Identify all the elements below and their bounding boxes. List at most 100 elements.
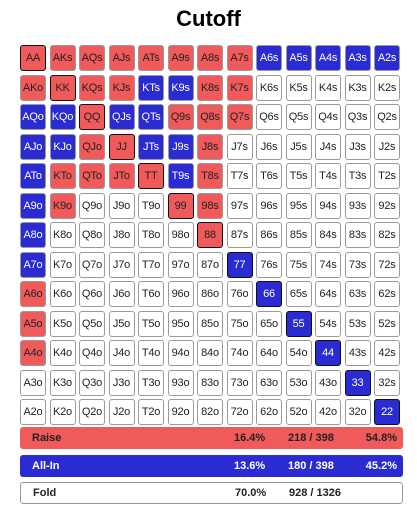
- hand-cell[interactable]: 65s: [285, 281, 312, 307]
- hand-cell[interactable]: 92s: [374, 192, 400, 219]
- hand-cell[interactable]: 96o: [167, 281, 194, 307]
- hand-cell[interactable]: A9s: [167, 45, 194, 71]
- hand-cell[interactable]: A5s: [285, 45, 312, 71]
- hand-cell[interactable]: A3s: [344, 45, 371, 71]
- hand-cell[interactable]: 73s: [344, 251, 371, 278]
- hand-cell[interactable]: J5s: [285, 133, 312, 160]
- hand-cell[interactable]: J6o: [108, 281, 135, 307]
- hand-cell[interactable]: T3s: [344, 163, 371, 189]
- hand-cell[interactable]: KTo: [49, 163, 76, 189]
- hand-cell[interactable]: T4o: [138, 340, 164, 366]
- hand-cell[interactable]: A9o: [20, 192, 46, 219]
- hand-cell[interactable]: 33: [344, 369, 371, 396]
- hand-cell[interactable]: 85s: [285, 222, 312, 248]
- hand-cell[interactable]: J7s: [226, 133, 253, 160]
- hand-cell[interactable]: 52o: [285, 399, 312, 425]
- hand-cell[interactable]: K4s: [315, 74, 341, 101]
- hand-cell[interactable]: 66: [256, 281, 282, 307]
- hand-cell[interactable]: AJs: [108, 45, 135, 71]
- hand-cell[interactable]: A8o: [20, 222, 46, 248]
- hand-cell[interactable]: AJo: [20, 133, 46, 160]
- hand-cell[interactable]: JJ: [108, 133, 135, 160]
- hand-cell[interactable]: K8s: [197, 74, 223, 101]
- hand-cell[interactable]: Q9o: [79, 192, 105, 219]
- hand-cell[interactable]: ATs: [138, 45, 164, 71]
- hand-cell[interactable]: K2o: [49, 399, 76, 425]
- hand-cell[interactable]: K6o: [49, 281, 76, 307]
- hand-cell[interactable]: TT: [138, 163, 164, 189]
- hand-cell[interactable]: T2o: [138, 399, 164, 425]
- hand-cell[interactable]: A6s: [256, 45, 282, 71]
- hand-cell[interactable]: 98s: [197, 192, 223, 219]
- hand-cell[interactable]: J8s: [197, 133, 223, 160]
- hand-cell[interactable]: 55: [285, 310, 312, 337]
- hand-cell[interactable]: KJs: [108, 74, 135, 101]
- hand-cell[interactable]: 75o: [226, 310, 253, 337]
- hand-cell[interactable]: T6o: [138, 281, 164, 307]
- hand-cell[interactable]: 86o: [197, 281, 223, 307]
- hand-cell[interactable]: Q6o: [79, 281, 105, 307]
- hand-cell[interactable]: AKo: [20, 74, 46, 101]
- hand-cell[interactable]: 77: [226, 251, 253, 278]
- hand-cell[interactable]: 64o: [256, 340, 282, 366]
- hand-cell[interactable]: A6o: [20, 281, 46, 307]
- hand-cell[interactable]: 76o: [226, 281, 253, 307]
- hand-cell[interactable]: QTs: [138, 104, 164, 130]
- hand-cell[interactable]: Q7s: [226, 104, 253, 130]
- hand-cell[interactable]: K8o: [49, 222, 76, 248]
- hand-cell[interactable]: 44: [315, 340, 341, 366]
- hand-cell[interactable]: 82o: [197, 399, 223, 425]
- hand-cell[interactable]: 76s: [256, 251, 282, 278]
- hand-cell[interactable]: Q3o: [79, 369, 105, 396]
- hand-cell[interactable]: 94s: [315, 192, 341, 219]
- hand-cell[interactable]: 93o: [167, 369, 194, 396]
- hand-cell[interactable]: A2o: [20, 399, 46, 425]
- hand-cell[interactable]: J7o: [108, 251, 135, 278]
- hand-cell[interactable]: T7o: [138, 251, 164, 278]
- hand-cell[interactable]: 93s: [344, 192, 371, 219]
- hand-cell[interactable]: 53o: [285, 369, 312, 396]
- hand-cell[interactable]: 85o: [197, 310, 223, 337]
- hand-cell[interactable]: K2s: [374, 74, 400, 101]
- hand-cell[interactable]: T4s: [315, 163, 341, 189]
- hand-cell[interactable]: A7o: [20, 251, 46, 278]
- hand-cell[interactable]: T5o: [138, 310, 164, 337]
- hand-cell[interactable]: 86s: [256, 222, 282, 248]
- hand-cell[interactable]: Q2s: [374, 104, 400, 130]
- hand-cell[interactable]: 53s: [344, 310, 371, 337]
- hand-cell[interactable]: 63o: [256, 369, 282, 396]
- hand-cell[interactable]: A8s: [197, 45, 223, 71]
- hand-cell[interactable]: 54o: [285, 340, 312, 366]
- hand-cell[interactable]: Q8s: [197, 104, 223, 130]
- hand-cell[interactable]: K7o: [49, 251, 76, 278]
- hand-cell[interactable]: KK: [49, 74, 76, 101]
- hand-cell[interactable]: 83o: [197, 369, 223, 396]
- hand-cell[interactable]: K9o: [49, 192, 76, 219]
- hand-cell[interactable]: T8o: [138, 222, 164, 248]
- hand-cell[interactable]: 54s: [315, 310, 341, 337]
- hand-cell[interactable]: QQ: [79, 104, 105, 130]
- hand-cell[interactable]: 43s: [344, 340, 371, 366]
- hand-cell[interactable]: Q7o: [79, 251, 105, 278]
- hand-cell[interactable]: K9s: [167, 74, 194, 101]
- hand-cell[interactable]: J2s: [374, 133, 400, 160]
- hand-cell[interactable]: 43o: [315, 369, 341, 396]
- hand-cell[interactable]: K6s: [256, 74, 282, 101]
- hand-cell[interactable]: 64s: [315, 281, 341, 307]
- hand-cell[interactable]: Q3s: [344, 104, 371, 130]
- hand-cell[interactable]: J4s: [315, 133, 341, 160]
- hand-cell[interactable]: T2s: [374, 163, 400, 189]
- hand-cell[interactable]: 88: [197, 222, 223, 248]
- hand-cell[interactable]: Q4s: [315, 104, 341, 130]
- hand-cell[interactable]: K7s: [226, 74, 253, 101]
- hand-cell[interactable]: A7s: [226, 45, 253, 71]
- hand-cell[interactable]: J9o: [108, 192, 135, 219]
- hand-cell[interactable]: 63s: [344, 281, 371, 307]
- hand-cell[interactable]: K3o: [49, 369, 76, 396]
- hand-cell[interactable]: Q6s: [256, 104, 282, 130]
- hand-cell[interactable]: T6s: [256, 163, 282, 189]
- hand-cell[interactable]: 62s: [374, 281, 400, 307]
- hand-cell[interactable]: 92o: [167, 399, 194, 425]
- hand-cell[interactable]: 96s: [256, 192, 282, 219]
- hand-cell[interactable]: K4o: [49, 340, 76, 366]
